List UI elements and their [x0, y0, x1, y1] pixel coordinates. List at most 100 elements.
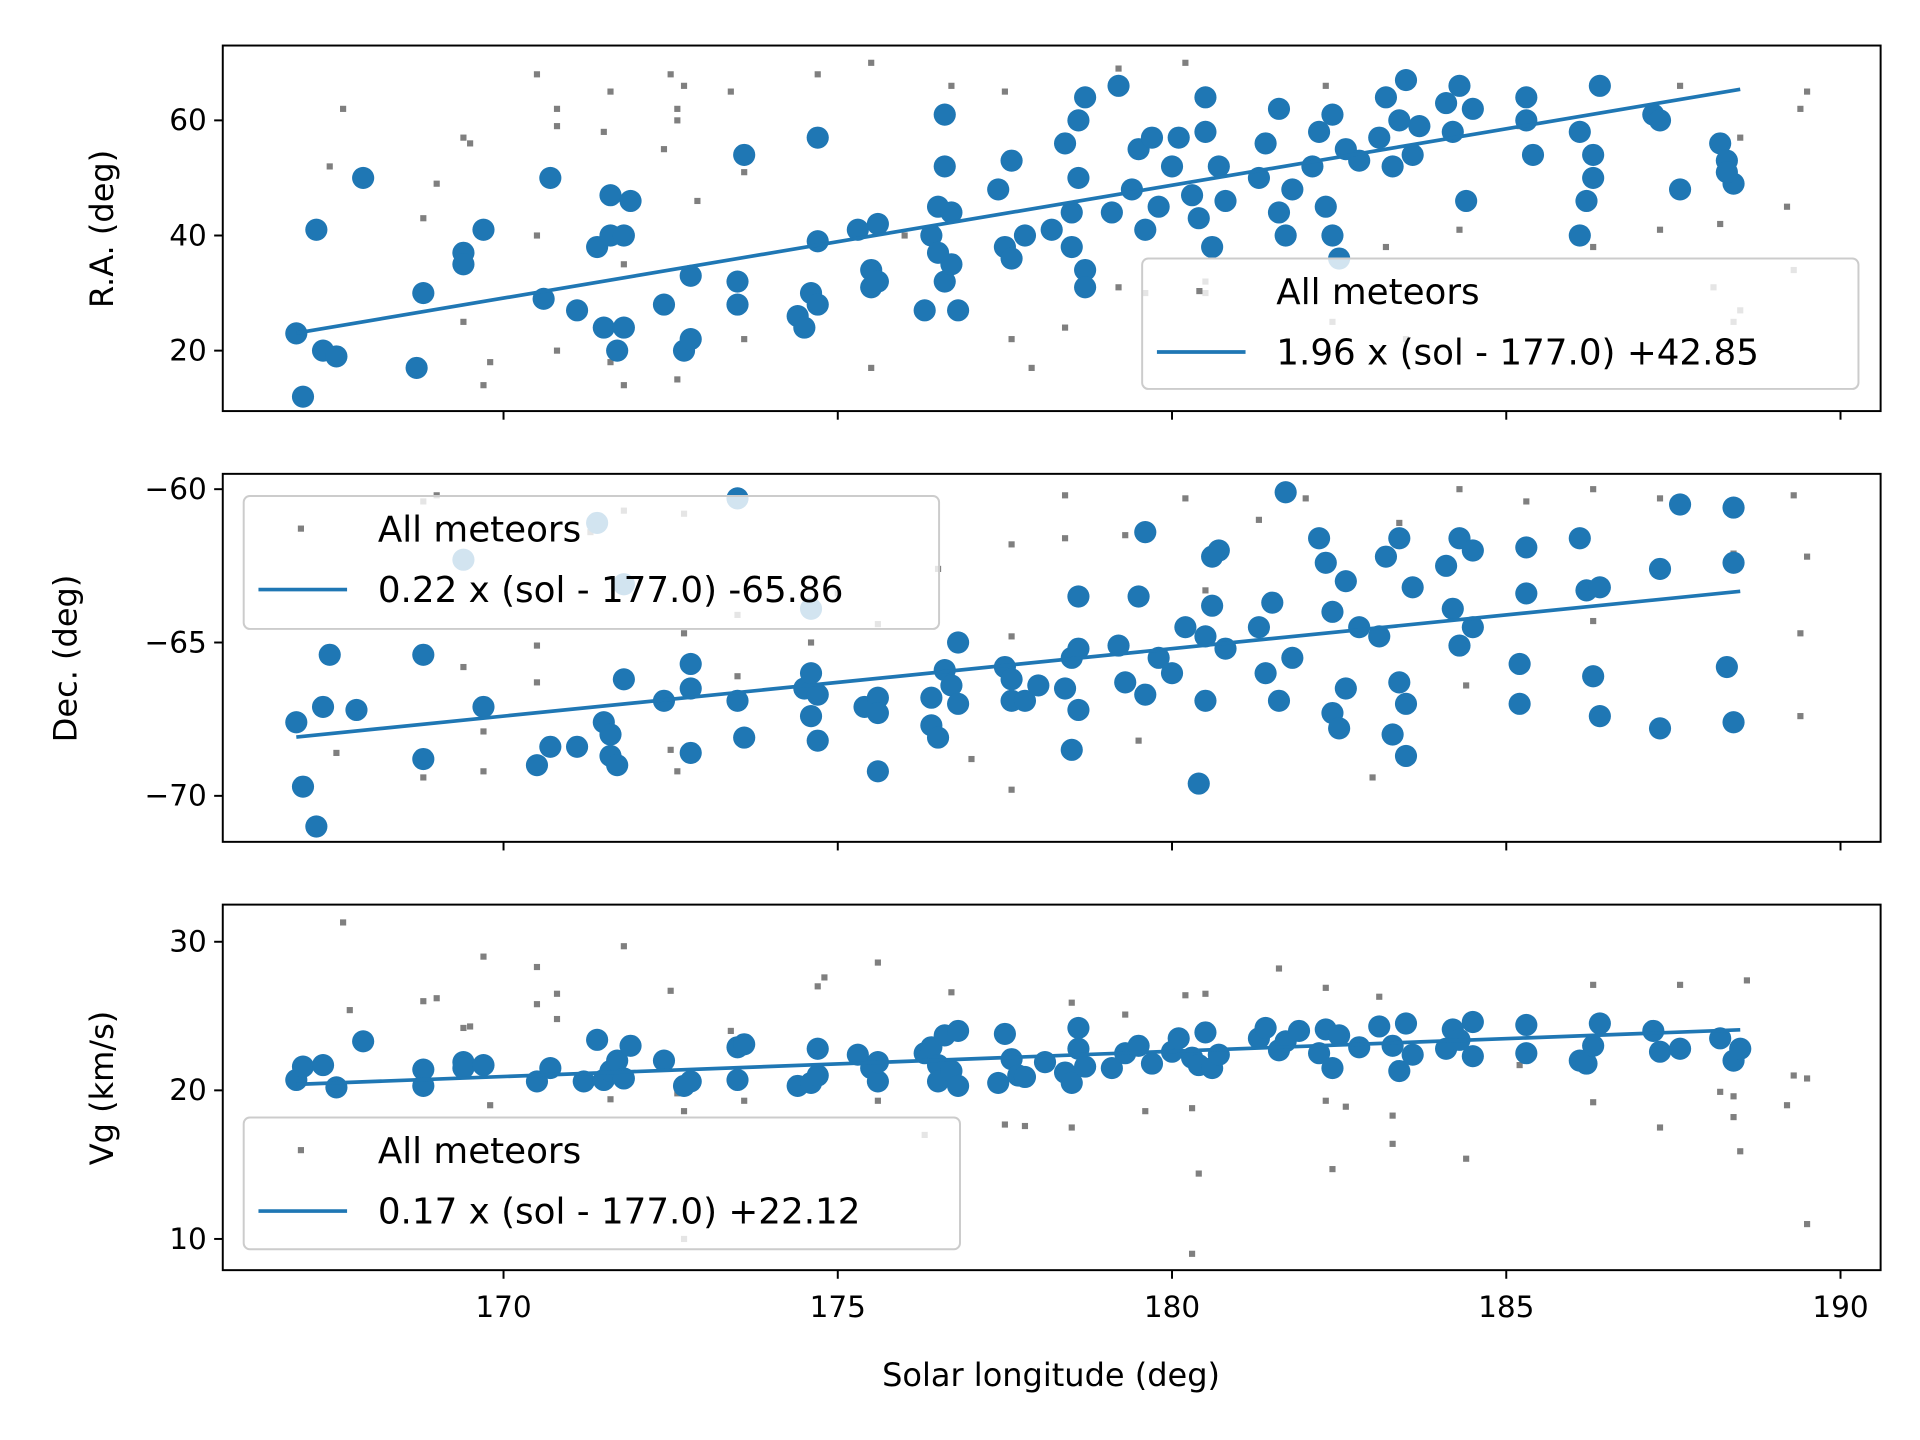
- x-axis-label: Solar longitude (deg): [882, 1356, 1220, 1394]
- shower-meteor-point: [405, 356, 428, 379]
- shower-meteor-point: [1247, 616, 1270, 639]
- shower-meteor-point: [1194, 689, 1217, 712]
- all-meteor-point: [1783, 203, 1791, 210]
- shower-meteor-point: [1388, 671, 1411, 694]
- shower-meteor-point: [1207, 539, 1230, 562]
- shower-meteor-point: [1588, 74, 1611, 97]
- legend: All meteors 0.17 x (sol - 177.0) +22.12: [242, 1116, 961, 1251]
- legend-fit-label: 0.17 x (sol - 177.0) +22.12: [378, 1191, 861, 1232]
- legend-fit-label: 0.22 x (sol - 177.0) -65.86: [378, 570, 844, 611]
- shower-meteor-point: [1328, 1024, 1351, 1047]
- all-meteor-point: [1743, 977, 1750, 984]
- all-meteor-point: [1122, 1011, 1129, 1018]
- shower-meteor-point: [1114, 671, 1137, 694]
- shower-meteor-point: [1515, 536, 1538, 559]
- shower-meteor-point: [612, 224, 635, 247]
- shower-meteor-point: [352, 1030, 375, 1053]
- shower-meteor-point: [1668, 178, 1692, 201]
- all-meteor-point: [553, 1015, 561, 1023]
- shower-meteor-point: [1461, 1010, 1484, 1034]
- all-meteor-point: [467, 1023, 474, 1030]
- shower-meteor-point: [1401, 143, 1424, 166]
- all-meteor-point: [1255, 516, 1262, 523]
- shower-meteor-point: [1321, 600, 1344, 623]
- shower-meteor-point: [679, 652, 702, 676]
- all-meteor-point: [874, 959, 881, 966]
- shower-meteor-point: [1060, 738, 1083, 761]
- shower-meteor-point: [1388, 1059, 1411, 1083]
- all-meteor-point: [1001, 1121, 1008, 1128]
- shower-meteor-point: [1134, 521, 1157, 544]
- all-meteor-point: [741, 336, 748, 343]
- shower-meteor-point: [1187, 772, 1210, 795]
- shower-meteor-point: [1722, 496, 1745, 519]
- all-meteor-point: [487, 359, 494, 366]
- shower-meteor-point: [325, 345, 348, 368]
- shower-meteor-point: [726, 270, 749, 293]
- shower-meteor-point: [1368, 126, 1391, 149]
- shower-meteor-point: [1013, 224, 1037, 247]
- all-meteor-point: [674, 768, 681, 775]
- shower-meteor-point: [1314, 551, 1337, 574]
- shower-meteor-point: [1267, 201, 1291, 224]
- all-meteor-point: [420, 215, 427, 222]
- all-meteor-point: [741, 1097, 748, 1104]
- all-meteor-point: [1182, 59, 1189, 66]
- shower-meteor-point: [806, 293, 829, 316]
- all-meteor-point: [1804, 553, 1811, 560]
- shower-meteor-point: [539, 735, 562, 758]
- shower-meteor-point: [1381, 155, 1404, 178]
- all-meteor-point: [1797, 105, 1804, 112]
- shower-meteor-point: [866, 701, 889, 725]
- all-meteor-point: [1061, 535, 1069, 542]
- shower-meteor-point: [866, 760, 889, 783]
- shower-meteor-point: [1568, 224, 1591, 247]
- shower-meteor-point: [1668, 493, 1692, 516]
- all-meteor-point: [1516, 1062, 1523, 1069]
- all-meteor-point: [674, 117, 681, 124]
- y-tick-label: −70: [144, 779, 206, 813]
- shower-meteor-point: [291, 775, 315, 798]
- shower-meteor-point: [572, 1070, 595, 1093]
- shower-meteor-point: [599, 184, 622, 207]
- x-tick-label: 175: [810, 1290, 866, 1324]
- shower-meteor-point: [1648, 717, 1672, 740]
- shower-meteor-point: [1388, 527, 1411, 550]
- shower-meteor-point: [1100, 1056, 1123, 1080]
- all-meteor-point: [607, 1096, 614, 1103]
- shower-meteor-point: [1281, 178, 1304, 201]
- all-meteor-point: [727, 1027, 734, 1034]
- shower-meteor-point: [1000, 149, 1023, 172]
- all-meteor-point: [433, 180, 440, 187]
- fit-line: [296, 589, 1741, 739]
- all-meteor-point: [607, 359, 614, 366]
- shower-meteor-point: [472, 695, 495, 718]
- fit-line: [295, 87, 1741, 335]
- shower-meteor-point: [325, 1076, 348, 1099]
- shower-meteor-point: [1722, 551, 1745, 574]
- x-tick-label: 180: [1144, 1290, 1200, 1324]
- shower-meteor-point: [1201, 235, 1224, 259]
- shower-meteor-point: [947, 1019, 970, 1042]
- all-meteor-point: [1369, 774, 1376, 781]
- shower-meteor-point: [1515, 582, 1538, 605]
- all-meteor-point: [533, 963, 541, 971]
- all-meteor-point: [948, 82, 955, 89]
- all-meteor-point: [667, 746, 674, 753]
- shower-meteor-point: [1334, 677, 1357, 700]
- shower-meteor-point: [806, 230, 829, 253]
- all-meteor-point: [660, 146, 668, 153]
- all-meteor-point: [968, 755, 975, 763]
- shower-meteor-point: [947, 692, 970, 715]
- all-meteor-point: [553, 105, 561, 112]
- shower-meteor-point: [733, 1033, 756, 1056]
- all-meteor-point: [533, 679, 541, 686]
- shower-meteor-point: [1582, 665, 1605, 688]
- shower-meteor-point: [612, 316, 635, 339]
- shower-meteor-point: [1582, 143, 1605, 166]
- shower-meteor-point: [1709, 132, 1732, 155]
- all-meteor-point: [1523, 498, 1530, 505]
- shower-meteor-point: [866, 270, 889, 293]
- all-meteor-point: [420, 774, 427, 781]
- all-meteor-point: [480, 382, 487, 389]
